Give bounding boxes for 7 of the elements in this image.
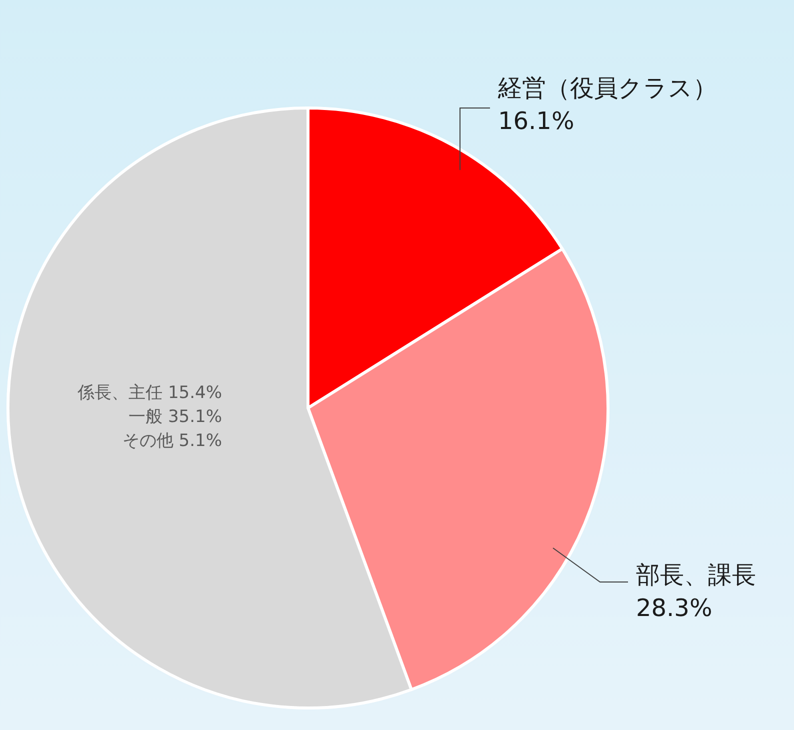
text: その他 5.1% [122,431,222,451]
slice-label: 経営（役員クラス） [497,74,717,102]
data-label: 28.3% [636,594,712,622]
slice-label: 部長、課長 [636,561,756,589]
data-label: 16.1% [498,107,574,135]
text: 一般 35.1% [128,407,222,427]
text: 係長、主任 15.4% [76,383,222,403]
